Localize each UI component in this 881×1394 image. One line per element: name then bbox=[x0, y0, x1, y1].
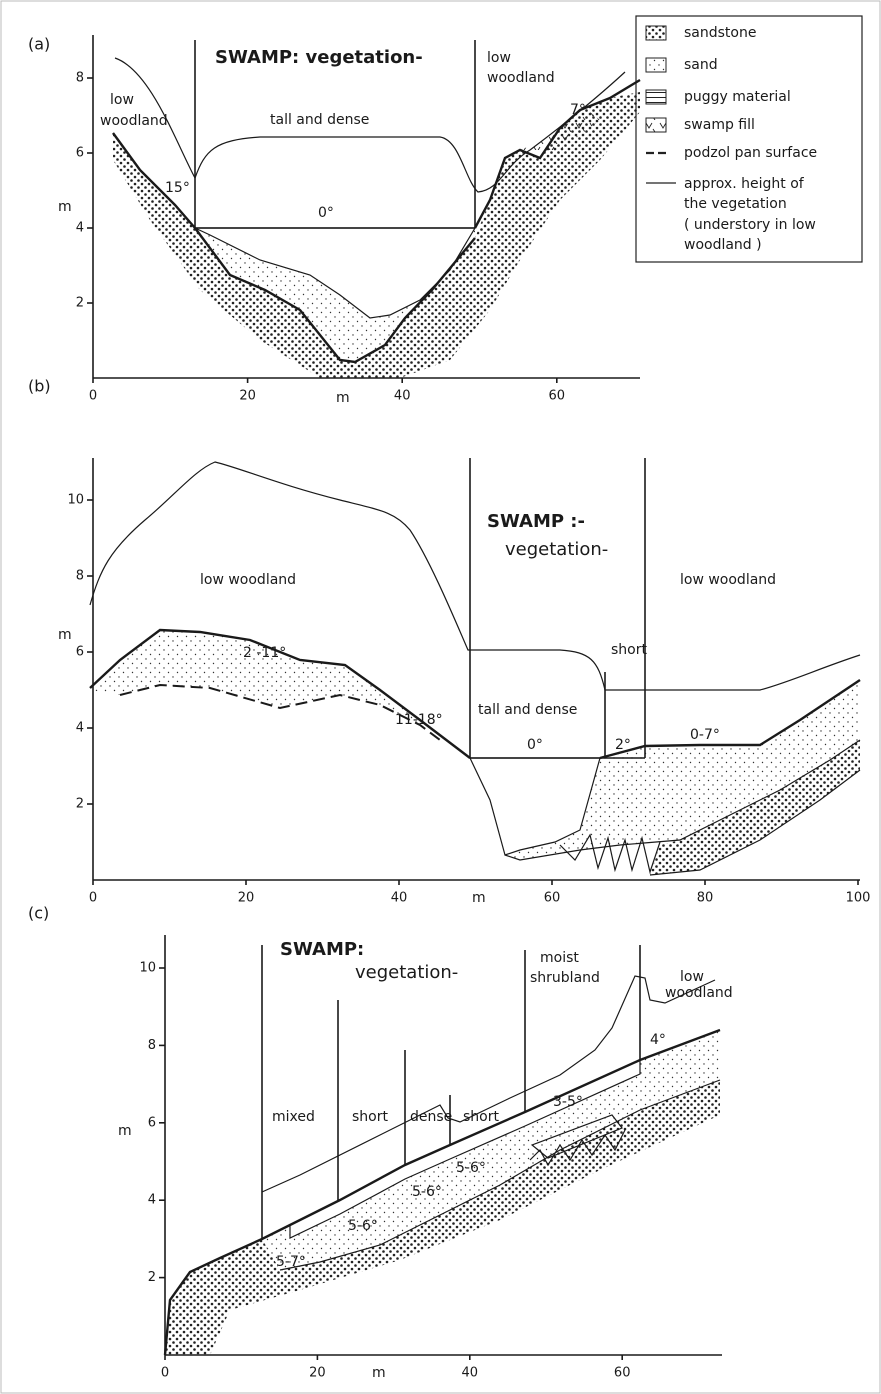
annotation: SWAMP: bbox=[280, 939, 364, 960]
legend-note: the vegetation bbox=[684, 196, 787, 212]
y-axis-label: m bbox=[58, 199, 72, 215]
annotation: short bbox=[352, 1109, 388, 1125]
annotation: 7° bbox=[570, 102, 586, 118]
x-axis-label: m bbox=[472, 890, 486, 906]
y-tick-label: 2 bbox=[76, 797, 84, 812]
annotation: woodland bbox=[487, 70, 555, 86]
y-tick-label: 4 bbox=[76, 221, 84, 236]
legend-swatch bbox=[646, 26, 666, 40]
x-tick-label: 20 bbox=[239, 389, 256, 404]
legend-note: approx. height of bbox=[684, 176, 805, 192]
x-tick-label: 40 bbox=[394, 389, 411, 404]
annotation: 3-5° bbox=[553, 1094, 583, 1110]
legend-swatch bbox=[646, 118, 666, 132]
panel-label: (c) bbox=[28, 904, 49, 923]
x-tick-label: 100 bbox=[846, 891, 871, 906]
y-tick-label: 6 bbox=[76, 645, 84, 660]
y-tick-label: 4 bbox=[76, 721, 84, 736]
annotation: 5-6° bbox=[412, 1184, 442, 1200]
x-tick-label: 0 bbox=[89, 891, 97, 906]
legend-label: sandstone bbox=[684, 25, 756, 41]
y-tick-label: 6 bbox=[148, 1115, 156, 1130]
y-tick-label: 6 bbox=[76, 146, 84, 161]
y-tick-label: 8 bbox=[76, 71, 84, 86]
annotation: SWAMP :- bbox=[487, 511, 585, 532]
annotation: low woodland bbox=[680, 572, 776, 588]
annotation: shrubland bbox=[530, 970, 600, 986]
legend: sandstone sand puggy material swamp fill… bbox=[636, 16, 862, 262]
y-tick-label: 10 bbox=[67, 493, 84, 508]
y-tick-label: 2 bbox=[148, 1270, 156, 1285]
legend-swatch bbox=[646, 90, 666, 104]
annotation: low woodland bbox=[200, 572, 296, 588]
annotation: mixed bbox=[272, 1109, 315, 1125]
annotation: woodland bbox=[100, 113, 168, 129]
y-tick-label: 8 bbox=[148, 1038, 156, 1053]
annotation: 11-18° bbox=[395, 712, 443, 728]
annotation: vegetation- bbox=[505, 539, 608, 560]
x-tick-label: 40 bbox=[391, 891, 408, 906]
x-tick-label: 20 bbox=[309, 1366, 326, 1381]
x-tick-label: 20 bbox=[238, 891, 255, 906]
annotation: 4° bbox=[650, 1032, 666, 1048]
x-tick-label: 80 bbox=[697, 891, 714, 906]
legend-note: woodland ) bbox=[684, 237, 762, 253]
x-tick-label: 60 bbox=[549, 389, 566, 404]
annotation: 0° bbox=[527, 737, 543, 753]
annotation: SWAMP: vegetation- bbox=[215, 47, 423, 68]
annotation: low bbox=[487, 50, 511, 66]
legend-swatch bbox=[646, 58, 666, 72]
x-tick-label: 40 bbox=[462, 1366, 479, 1381]
annotation: dense bbox=[410, 1109, 452, 1125]
annotation: short bbox=[463, 1109, 499, 1125]
annotation: 5-6° bbox=[456, 1160, 486, 1176]
annotation: short bbox=[611, 642, 647, 658]
x-tick-label: 0 bbox=[89, 389, 97, 404]
annotation: woodland bbox=[665, 985, 733, 1001]
legend-label: puggy material bbox=[684, 89, 791, 105]
annotation: tall and dense bbox=[478, 702, 577, 718]
annotation: 2° bbox=[615, 737, 631, 753]
y-tick-label: 2 bbox=[76, 296, 84, 311]
annotation: 5-6° bbox=[348, 1218, 378, 1234]
x-axis-label: m bbox=[336, 390, 350, 406]
annotation: 15° bbox=[165, 180, 190, 196]
annotation: 2 -11° bbox=[243, 645, 286, 661]
annotation: 0-7° bbox=[690, 727, 720, 743]
x-tick-label: 0 bbox=[161, 1366, 169, 1381]
annotation: low bbox=[680, 969, 704, 985]
legend-label: swamp fill bbox=[684, 117, 755, 133]
legend-label: sand bbox=[684, 57, 718, 73]
annotation: low bbox=[110, 92, 134, 108]
panel-label: (b) bbox=[28, 377, 51, 396]
y-tick-label: 8 bbox=[76, 569, 84, 584]
y-axis-label: m bbox=[118, 1123, 132, 1139]
panel-label: (a) bbox=[28, 35, 50, 54]
x-axis-label: m bbox=[372, 1365, 386, 1381]
y-tick-label: 10 bbox=[139, 961, 156, 976]
y-axis-label: m bbox=[58, 627, 72, 643]
annotation: 5-7° bbox=[276, 1254, 306, 1270]
x-tick-label: 60 bbox=[614, 1366, 631, 1381]
annotation: vegetation- bbox=[355, 962, 458, 983]
annotation: tall and dense bbox=[270, 112, 369, 128]
annotation: moist bbox=[540, 950, 579, 966]
annotation: 0° bbox=[318, 205, 334, 221]
legend-label: podzol pan surface bbox=[684, 145, 817, 161]
legend-note: ( understory in low bbox=[684, 217, 816, 233]
x-tick-label: 60 bbox=[544, 891, 561, 906]
y-tick-label: 4 bbox=[148, 1193, 156, 1208]
figure: sandstone sand puggy material swamp fill… bbox=[0, 0, 881, 1394]
